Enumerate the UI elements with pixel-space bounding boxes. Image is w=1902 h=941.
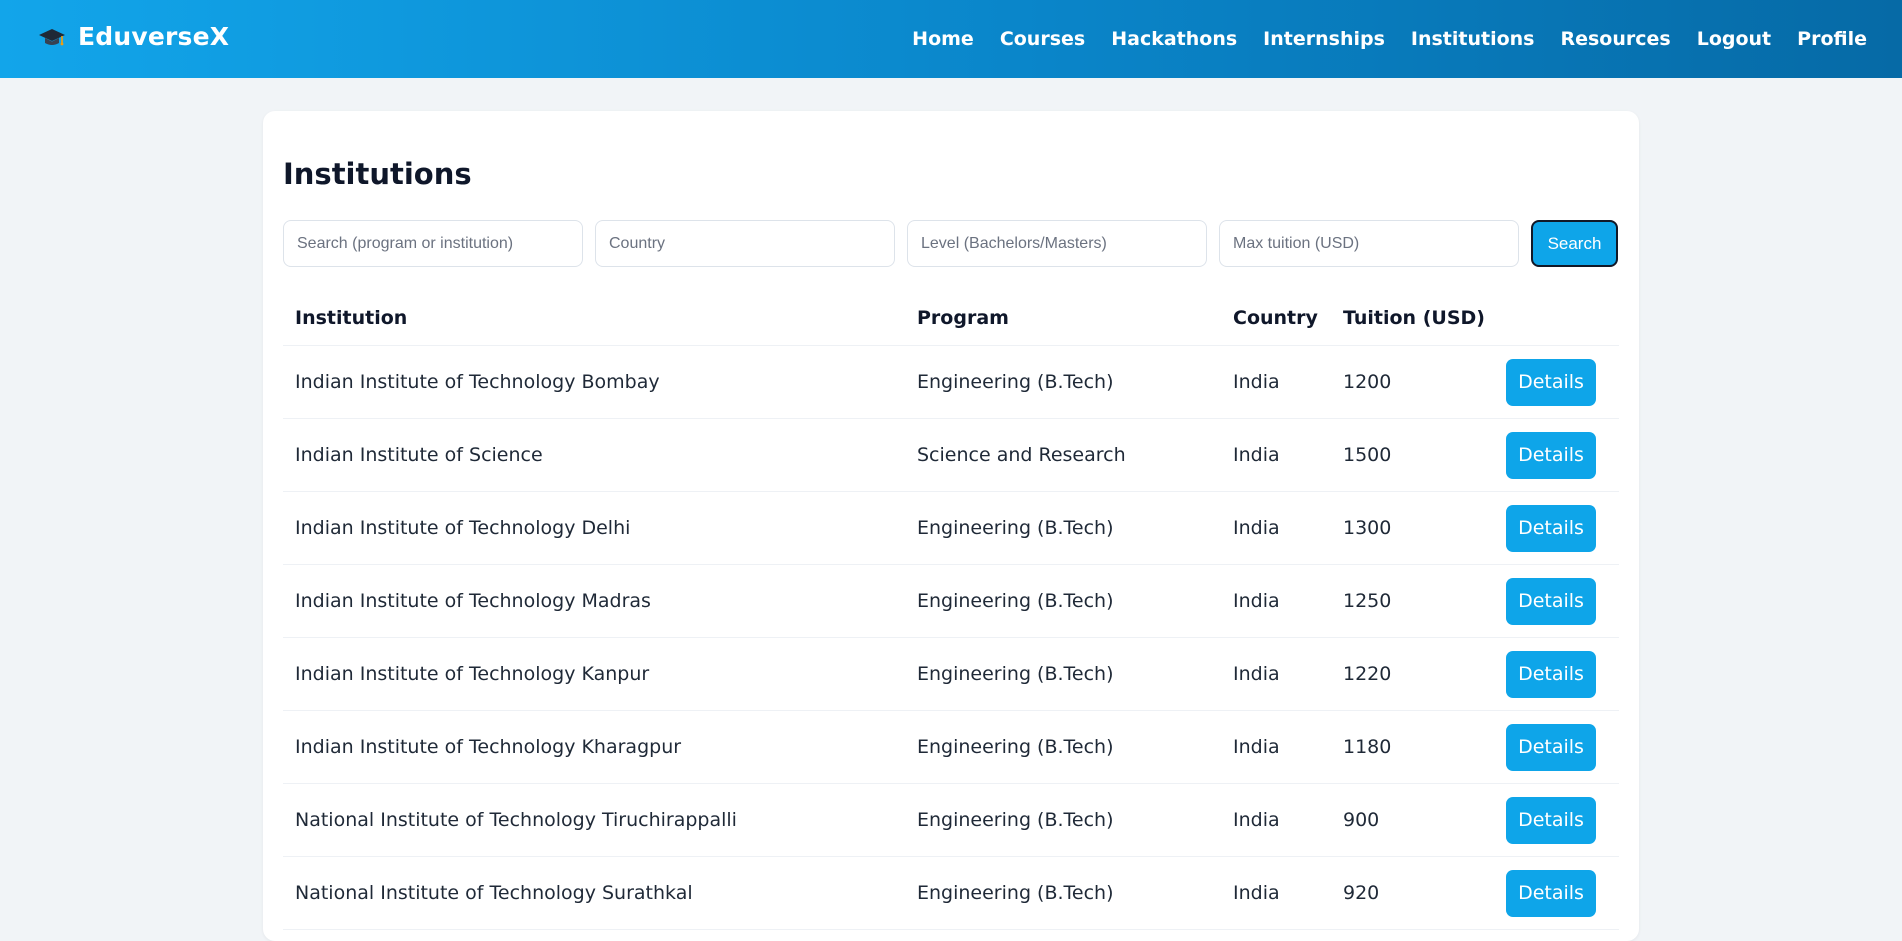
cell-country: India bbox=[1221, 637, 1331, 711]
cell-program: Engineering (B.Tech) bbox=[905, 564, 1221, 638]
table-row: Indian Institute of Technology Madras En… bbox=[283, 564, 1619, 638]
cell-country: India bbox=[1221, 710, 1331, 784]
level-input[interactable] bbox=[907, 220, 1207, 267]
details-button[interactable]: Details bbox=[1506, 504, 1596, 552]
cell-program: Engineering (B.Tech) bbox=[905, 491, 1221, 565]
cell-tuition: 1180 bbox=[1331, 710, 1494, 784]
table-row: Indian Institute of Technology Delhi Eng… bbox=[283, 491, 1619, 565]
cell-institution: Indian Institute of Technology Madras bbox=[283, 564, 905, 638]
nav-links: Home Courses Hackathons Internships Inst… bbox=[912, 0, 1867, 78]
cell-country: India bbox=[1221, 783, 1331, 857]
nav-link-internships[interactable]: Internships bbox=[1263, 28, 1385, 50]
details-button[interactable]: Details bbox=[1506, 577, 1596, 625]
search-input[interactable] bbox=[283, 220, 583, 267]
cell-program: Engineering (B.Tech) bbox=[905, 710, 1221, 784]
cell-country: India bbox=[1221, 856, 1331, 930]
cell-tuition: 1250 bbox=[1331, 564, 1494, 638]
brand-logo[interactable]: EduverseX bbox=[38, 22, 229, 51]
cell-institution: National Institute of Technology Tiruchi… bbox=[283, 783, 905, 857]
institutions-table: Institution Program Country Tuition (USD… bbox=[283, 291, 1619, 930]
cell-country: India bbox=[1221, 345, 1331, 419]
details-button[interactable]: Details bbox=[1506, 431, 1596, 479]
cell-tuition: 920 bbox=[1331, 856, 1494, 930]
cell-actions: Details bbox=[1494, 710, 1619, 784]
cell-actions: Details bbox=[1494, 345, 1619, 419]
cell-tuition: 1500 bbox=[1331, 418, 1494, 492]
details-button[interactable]: Details bbox=[1506, 723, 1596, 771]
cell-institution: Indian Institute of Technology Bombay bbox=[283, 345, 905, 419]
table-row: National Institute of Technology Surathk… bbox=[283, 856, 1619, 930]
cell-program: Engineering (B.Tech) bbox=[905, 783, 1221, 857]
max-tuition-input[interactable] bbox=[1219, 220, 1519, 267]
nav-link-institutions[interactable]: Institutions bbox=[1410, 28, 1535, 50]
cell-country: India bbox=[1221, 564, 1331, 638]
cell-institution: Indian Institute of Science bbox=[283, 418, 905, 492]
table-row: Indian Institute of Science Science and … bbox=[283, 418, 1619, 492]
cell-institution: National Institute of Technology Surathk… bbox=[283, 856, 905, 930]
table-row: Indian Institute of Technology Kanpur En… bbox=[283, 637, 1619, 711]
details-button[interactable]: Details bbox=[1506, 796, 1596, 844]
graduation-cap-icon bbox=[39, 28, 65, 45]
cell-actions: Details bbox=[1494, 564, 1619, 638]
cell-tuition: 900 bbox=[1331, 783, 1494, 857]
nav-link-hackathons[interactable]: Hackathons bbox=[1111, 28, 1238, 50]
table-row: National Institute of Technology Tiruchi… bbox=[283, 783, 1619, 857]
cell-program: Engineering (B.Tech) bbox=[905, 856, 1221, 930]
cell-tuition: 1220 bbox=[1331, 637, 1494, 711]
nav-link-profile[interactable]: Profile bbox=[1797, 28, 1867, 50]
header-program: Program bbox=[905, 291, 1221, 346]
cell-program: Science and Research bbox=[905, 418, 1221, 492]
page-title: Institutions bbox=[283, 157, 472, 191]
cell-tuition: 1300 bbox=[1331, 491, 1494, 565]
cell-country: India bbox=[1221, 491, 1331, 565]
cell-actions: Details bbox=[1494, 418, 1619, 492]
nav-link-courses[interactable]: Courses bbox=[999, 28, 1086, 50]
filter-bar: Search bbox=[283, 220, 1618, 267]
brand-name: EduverseX bbox=[78, 22, 230, 51]
cell-actions: Details bbox=[1494, 783, 1619, 857]
cell-tuition: 1200 bbox=[1331, 345, 1494, 419]
table-row: Indian Institute of Technology Kharagpur… bbox=[283, 710, 1619, 784]
cell-actions: Details bbox=[1494, 491, 1619, 565]
table-row: Indian Institute of Technology Bombay En… bbox=[283, 345, 1619, 419]
details-button[interactable]: Details bbox=[1506, 358, 1596, 406]
institutions-card: Institutions Search Institution Program … bbox=[263, 111, 1639, 941]
header-institution: Institution bbox=[283, 291, 905, 346]
cell-institution: Indian Institute of Technology Delhi bbox=[283, 491, 905, 565]
cell-institution: Indian Institute of Technology Kanpur bbox=[283, 637, 905, 711]
cell-institution: Indian Institute of Technology Kharagpur bbox=[283, 710, 905, 784]
cell-program: Engineering (B.Tech) bbox=[905, 637, 1221, 711]
top-navbar: EduverseX Home Courses Hackathons Intern… bbox=[0, 0, 1902, 78]
details-button[interactable]: Details bbox=[1506, 869, 1596, 917]
cell-country: India bbox=[1221, 418, 1331, 492]
nav-link-resources[interactable]: Resources bbox=[1560, 28, 1671, 50]
nav-link-logout[interactable]: Logout bbox=[1696, 28, 1772, 50]
table-header-row: Institution Program Country Tuition (USD… bbox=[283, 291, 1619, 346]
details-button[interactable]: Details bbox=[1506, 650, 1596, 698]
cell-actions: Details bbox=[1494, 856, 1619, 930]
header-tuition: Tuition (USD) bbox=[1331, 291, 1494, 346]
header-actions bbox=[1494, 291, 1619, 346]
search-button[interactable]: Search bbox=[1531, 220, 1618, 267]
cell-program: Engineering (B.Tech) bbox=[905, 345, 1221, 419]
cell-actions: Details bbox=[1494, 637, 1619, 711]
nav-link-home[interactable]: Home bbox=[912, 28, 974, 50]
header-country: Country bbox=[1221, 291, 1331, 346]
country-input[interactable] bbox=[595, 220, 895, 267]
